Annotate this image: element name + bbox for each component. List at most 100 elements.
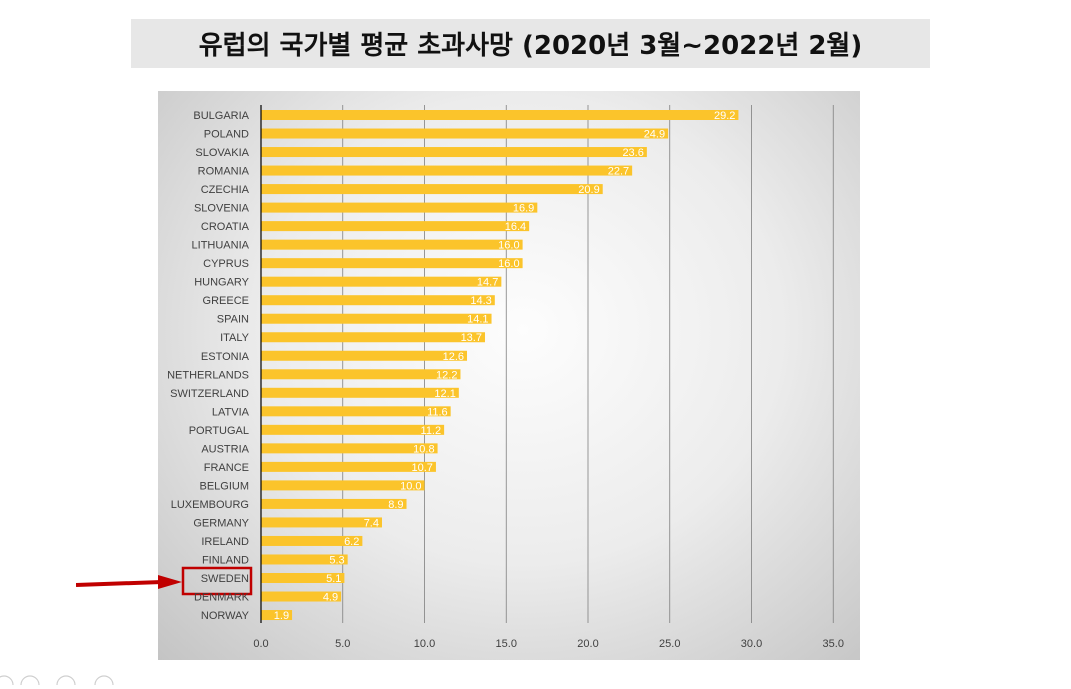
value-label: 10.8 xyxy=(413,443,434,455)
category-label: FINLAND xyxy=(202,554,249,566)
pen-icon[interactable] xyxy=(20,675,40,689)
category-label: BULGARIA xyxy=(193,110,249,122)
value-label: 11.6 xyxy=(427,406,448,418)
bar xyxy=(261,387,459,398)
value-label: 14.7 xyxy=(477,277,498,289)
category-label: SPAIN xyxy=(217,314,249,326)
bar xyxy=(261,424,445,435)
arrow-line xyxy=(75,580,163,587)
bar xyxy=(261,332,485,343)
category-label: HUNGARY xyxy=(194,277,249,289)
category-label: LATVIA xyxy=(212,406,250,418)
category-label: ROMANIA xyxy=(198,166,250,178)
x-tick-label: 35.0 xyxy=(823,638,844,650)
category-label: ITALY xyxy=(220,332,250,344)
category-label: ESTONIA xyxy=(201,351,250,363)
category-label: CROATIA xyxy=(201,221,250,233)
category-label: GREECE xyxy=(203,295,249,307)
category-label: BELGIUM xyxy=(199,480,249,492)
category-label: SLOVAKIA xyxy=(195,147,249,159)
value-label: 16.4 xyxy=(505,221,526,233)
x-tick-label: 10.0 xyxy=(414,638,435,650)
category-label: SWITZERLAND xyxy=(170,388,249,400)
value-label: 7.4 xyxy=(364,517,379,529)
category-label: NETHERLANDS xyxy=(167,369,249,381)
value-label: 1.9 xyxy=(274,610,289,622)
value-label: 24.9 xyxy=(644,129,665,141)
bar xyxy=(261,295,495,306)
bar xyxy=(261,369,461,380)
value-label: 12.1 xyxy=(434,388,455,400)
bar xyxy=(261,184,603,195)
title-box: 유럽의 국가별 평균 초과사망 (2020년 3월~2022년 2월) xyxy=(131,19,930,68)
x-tick-label: 15.0 xyxy=(496,638,517,650)
highlight-arrow xyxy=(75,574,186,596)
bar xyxy=(261,480,425,491)
bar xyxy=(261,573,345,583)
x-tick-label: 25.0 xyxy=(659,638,680,650)
category-label: SLOVENIA xyxy=(194,203,250,215)
category-label: NORWAY xyxy=(201,610,250,622)
chart-area: BULGARIA 29.2 POLAND 24.9 SLOVAKIA 23.6 ROMANI… xyxy=(158,91,860,660)
bar xyxy=(261,406,451,417)
highlight-box xyxy=(181,566,253,596)
value-label: 5.3 xyxy=(329,554,344,566)
category-label: CZECHIA xyxy=(201,184,250,196)
bar xyxy=(261,165,633,176)
category-label: GERMANY xyxy=(193,517,249,529)
bar xyxy=(261,461,436,472)
bar xyxy=(261,258,523,269)
category-label: AUSTRIA xyxy=(201,443,249,455)
value-label: 6.2 xyxy=(344,536,359,548)
bar xyxy=(261,276,502,287)
more-icon[interactable] xyxy=(94,675,114,689)
value-label: 23.6 xyxy=(622,147,643,159)
category-label: LUXEMBOURG xyxy=(171,499,249,511)
bar xyxy=(261,498,407,509)
bar-chart: BULGARIA 29.2 POLAND 24.9 SLOVAKIA 23.6 ROMANI… xyxy=(167,105,844,650)
value-label: 12.2 xyxy=(436,369,457,381)
category-label: LITHUANIA xyxy=(192,240,250,252)
zoom-icon[interactable] xyxy=(56,675,76,689)
value-label: 4.9 xyxy=(323,592,338,604)
bar xyxy=(261,147,647,158)
value-label: 10.7 xyxy=(412,462,433,474)
bar xyxy=(261,202,538,213)
bar xyxy=(261,350,468,361)
category-label: DENMARK xyxy=(194,592,250,604)
x-tick-label: 30.0 xyxy=(741,638,762,650)
chart-title: 유럽의 국가별 평균 초과사망 (2020년 3월~2022년 2월) xyxy=(198,31,863,61)
x-tick-label: 5.0 xyxy=(335,638,350,650)
value-label: 11.2 xyxy=(421,425,442,437)
bar xyxy=(261,591,342,602)
bar xyxy=(261,535,363,546)
value-label: 12.6 xyxy=(443,351,464,363)
bar xyxy=(261,110,739,120)
x-tick-label: 20.0 xyxy=(577,638,598,650)
arrow-head xyxy=(158,575,182,589)
value-label: 14.3 xyxy=(470,295,491,307)
value-label: 16.0 xyxy=(498,240,519,252)
category-label: SWEDEN xyxy=(201,573,249,585)
category-label: FRANCE xyxy=(204,462,249,474)
value-label: 29.2 xyxy=(714,110,735,122)
value-label: 10.0 xyxy=(400,480,421,492)
x-tick-label: 0.0 xyxy=(253,638,268,650)
bar xyxy=(261,610,293,621)
value-label: 16.0 xyxy=(498,258,519,270)
category-label: CYPRUS xyxy=(203,258,249,270)
nav-icon[interactable] xyxy=(0,675,14,689)
bar xyxy=(261,221,530,232)
value-label: 22.7 xyxy=(608,166,629,178)
value-label: 16.9 xyxy=(513,203,534,215)
value-label: 5.1 xyxy=(326,573,341,585)
value-label: 8.9 xyxy=(388,499,403,511)
category-label: POLAND xyxy=(204,129,249,141)
value-label: 13.7 xyxy=(461,332,482,344)
value-label: 14.1 xyxy=(467,314,488,326)
category-label: IRELAND xyxy=(201,536,249,548)
bar xyxy=(261,128,669,139)
bottom-toolbar xyxy=(0,670,130,689)
bar xyxy=(261,443,438,454)
category-label: PORTUGAL xyxy=(189,425,249,437)
